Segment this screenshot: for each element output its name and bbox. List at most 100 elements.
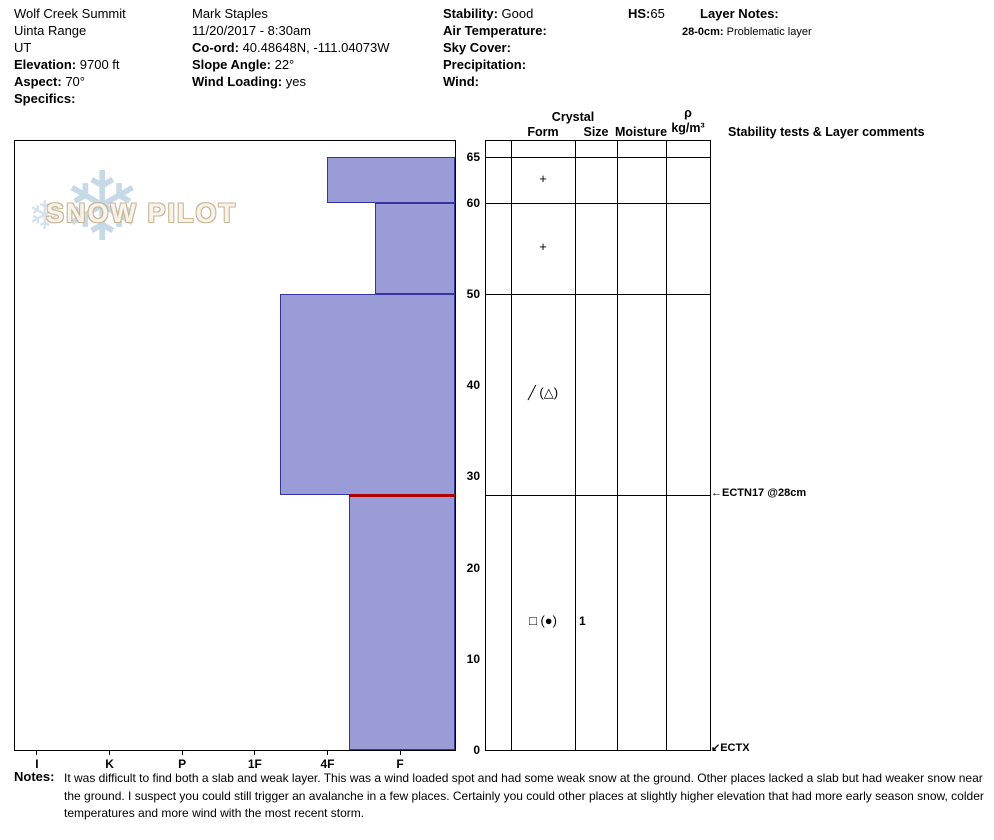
form-column-header: Form [527,125,559,139]
profile-bar [280,293,455,495]
plot-border [14,140,456,751]
hardness-tick-label: I [35,757,39,771]
site-aspect: Aspect: 70° [14,73,126,90]
density-symbol-header: ρ [684,106,692,120]
problematic-layer-line [349,493,455,497]
profile-bar [374,202,455,294]
layer-note-text: Problematic layer [726,26,812,38]
depth-tick-label: 30 [466,469,480,484]
observer-name: Mark Staples [192,6,268,21]
air-temperature: Air Temperature: [443,22,547,39]
hardness-tick [254,750,256,755]
wind: Wind: [443,73,547,90]
hardness-tick-label: P [178,757,187,771]
coord-value: 40.48648N, -111.04073W [242,40,390,55]
specifics-label: Specifics: [14,91,76,106]
elevation-label: Elevation: [14,57,77,72]
moisture-column-header: Moisture [614,125,668,139]
precipitation: Precipitation: [443,56,547,73]
depth-tick-label: 10 [466,651,480,666]
layer-notes-title: Layer Notes: [700,6,779,21]
snowflake-icon: ❄ [62,154,143,261]
density-units-header: kg/m³ [671,121,705,135]
grain-form-symbol: + [539,170,547,186]
hardness-tick [36,750,38,755]
depth-tick-label: 50 [466,286,480,301]
wind-label: Wind: [443,74,479,89]
site-specifics: Specifics: [14,90,126,107]
layer-note-range: 28-0cm: [682,26,724,38]
hardness-tick-label: 4F [320,757,335,771]
air-temperature-label: Air Temperature: [443,23,547,38]
site-range: Uinta Range [14,23,87,38]
hardness-tick-label: 1F [247,757,262,771]
table-grid-vline [485,140,486,751]
stability: Stability: Good [443,5,547,22]
table-grid-vline [511,140,512,751]
observation-info-column: Mark Staples 11/20/2017 - 8:30am Co-ord:… [192,5,390,90]
grain-form-symbol: □ (●) [529,613,557,629]
site-state: UT [14,40,32,55]
total-snow-height: HS:65 [628,5,665,22]
observation-datetime: 11/20/2017 - 8:30am [192,23,312,38]
aspect-value: 70° [65,74,85,89]
stability-label: Stability: [443,6,498,21]
slope-angle-label: Slope Angle: [192,57,271,72]
table-grid-hline [485,202,711,204]
grain-size-value: 1 [579,614,586,629]
snowpilot-watermark: SNOW PILOT [46,198,237,228]
table-grid-hline [485,293,711,295]
table-grid-vline [617,140,618,751]
depth-tick-label: 65 [466,150,480,164]
profile-bar [327,157,455,203]
hardness-tick [181,750,183,755]
notes-label: Notes: [14,769,55,784]
grain-form-symbol: + [539,239,547,255]
depth-tick-label: 20 [466,560,480,575]
table-grid-hline [485,157,711,158]
snowflake-small-icon: ❄ [28,194,62,238]
elevation-value: 9700 ft [79,57,120,72]
table-grid-hline [485,494,711,496]
layer-note-entry: 28-0cm: Problematic layer [682,24,812,41]
aspect-label: Aspect: [14,74,62,89]
hardness-tick-label: K [105,757,114,771]
precipitation-label: Precipitation: [443,57,527,72]
slope-angle-value: 22° [274,57,295,72]
sky-cover-label: Sky Cover: [443,40,511,55]
table-grid-vline [666,140,667,751]
hs-value: 65 [650,6,665,21]
stability-value: Good [501,6,534,21]
table-grid-hline [485,750,711,751]
wind-loading-label: Wind Loading: [192,74,283,89]
wind-loading: Wind Loading: yes [192,73,390,90]
table-grid-vline [575,140,576,751]
notes-text: It was difficult to find both a slab and… [64,771,984,820]
hardness-tick [399,750,401,755]
hs-label: HS: [628,6,651,21]
site-elevation: Elevation: 9700 ft [14,56,126,73]
coordinates: Co-ord: 40.48648N, -111.04073W [192,39,390,56]
test-annotation: ←ECTN17 @28cm [711,486,807,499]
size-column-header: Size [583,125,609,139]
wind-loading-value: yes [285,74,306,89]
hardness-tick [109,750,111,755]
hardness-tick-label: F [396,757,404,771]
depth-tick-label: 60 [466,195,480,210]
conditions-column: Stability: Good Air Temperature: Sky Cov… [443,5,547,90]
site-name: Wolf Creek Summit [14,6,126,21]
slope-angle: Slope Angle: 22° [192,56,390,73]
coord-label: Co-ord: [192,40,239,55]
table-grid-vline [710,140,711,751]
hardness-tick [326,750,328,755]
site-info-column: Wolf Creek Summit Uinta Range UT Elevati… [14,5,126,107]
test-annotation: ↙ECTX [711,742,750,754]
depth-tick-label: 40 [466,378,480,393]
table-grid-hline [485,140,711,141]
comments-column-header: Stability tests & Layer comments [728,125,925,139]
crystal-column-header: Crystal [551,110,595,124]
sky-cover: Sky Cover: [443,39,547,56]
grain-form-symbol: ╱ (△) [527,385,559,401]
